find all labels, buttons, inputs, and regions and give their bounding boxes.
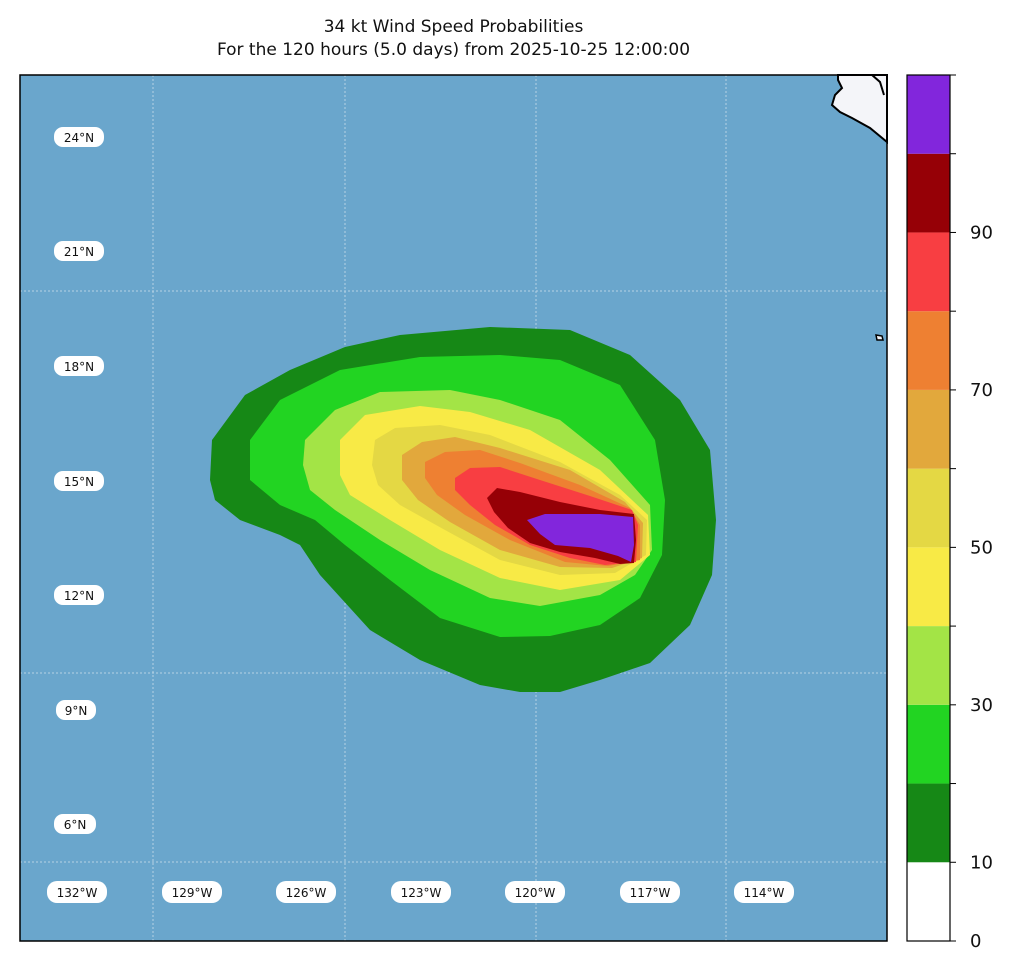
colorbar-band bbox=[907, 783, 950, 863]
colorbar-tick-label: 50 bbox=[970, 537, 993, 558]
lon-label-text: 132°W bbox=[57, 886, 98, 900]
island bbox=[875, 334, 884, 341]
lat-label-text: 12°N bbox=[64, 589, 94, 603]
lon-label-text: 117°W bbox=[630, 886, 671, 900]
colorbar-band bbox=[907, 232, 950, 312]
colorbar-band bbox=[907, 153, 950, 233]
lon-label-text: 126°W bbox=[286, 886, 327, 900]
colorbar-tick-label: 70 bbox=[970, 380, 993, 401]
lon-label: 123°W bbox=[391, 881, 451, 903]
lat-label: 9°N bbox=[56, 700, 96, 720]
lat-label-text: 18°N bbox=[64, 360, 94, 374]
lon-label-text: 129°W bbox=[172, 886, 213, 900]
colorbar-band bbox=[907, 626, 950, 705]
lat-label-text: 21°N bbox=[64, 245, 94, 259]
map-border bbox=[19, 74, 888, 942]
lat-label-text: 9°N bbox=[65, 704, 88, 718]
lon-label: 120°W bbox=[505, 881, 565, 903]
lat-labels: 24°N 21°N 18°N 15°N 12°N 9°N 6°N bbox=[54, 127, 104, 834]
chart-title-line-1: 34 kt Wind Speed Probabilities bbox=[323, 17, 584, 37]
lat-label: 18°N bbox=[54, 356, 104, 376]
lat-label-text: 15°N bbox=[64, 475, 94, 489]
colorbar-band bbox=[907, 862, 950, 941]
colorbar-band bbox=[907, 311, 950, 390]
lon-label: 129°W bbox=[162, 881, 222, 903]
lon-label-text: 114°W bbox=[744, 886, 785, 900]
probability-contours bbox=[210, 327, 716, 692]
lat-label: 15°N bbox=[54, 471, 104, 491]
colorbar-band bbox=[907, 547, 950, 627]
chart-title-line-2: For the 120 hours (5.0 days) from 2025-1… bbox=[216, 40, 691, 60]
land-mass-edge bbox=[871, 74, 885, 96]
lat-label: 12°N bbox=[54, 585, 104, 605]
lon-label-text: 120°W bbox=[515, 886, 556, 900]
lon-label: 117°W bbox=[620, 881, 680, 903]
colorbar-tick-label: 30 bbox=[970, 695, 993, 716]
colorbar-band bbox=[907, 389, 950, 469]
lat-label-text: 24°N bbox=[64, 131, 94, 145]
colorbar-band bbox=[907, 75, 950, 154]
lon-label-text: 123°W bbox=[401, 886, 442, 900]
colorbar: 0 10 30 50 70 90 bbox=[906, 74, 993, 952]
colorbar-tick-label: 10 bbox=[970, 852, 993, 873]
lon-label: 114°W bbox=[734, 881, 794, 903]
lon-labels: 132°W 129°W 126°W 123°W 120°W 117°W 114°… bbox=[47, 881, 794, 903]
colorbar-band bbox=[907, 468, 950, 548]
lon-label: 132°W bbox=[47, 881, 107, 903]
colorbar-tick-label: 90 bbox=[970, 222, 993, 243]
lat-label: 21°N bbox=[54, 241, 104, 261]
lat-label: 6°N bbox=[54, 814, 96, 834]
lon-label: 126°W bbox=[276, 881, 336, 903]
colorbar-tick-label: 0 bbox=[970, 931, 981, 952]
contour-level-100 bbox=[527, 514, 634, 562]
colorbar-band bbox=[907, 704, 950, 784]
lat-label-text: 6°N bbox=[64, 818, 87, 832]
colorbar-border bbox=[906, 74, 951, 942]
lat-label: 24°N bbox=[54, 127, 104, 147]
